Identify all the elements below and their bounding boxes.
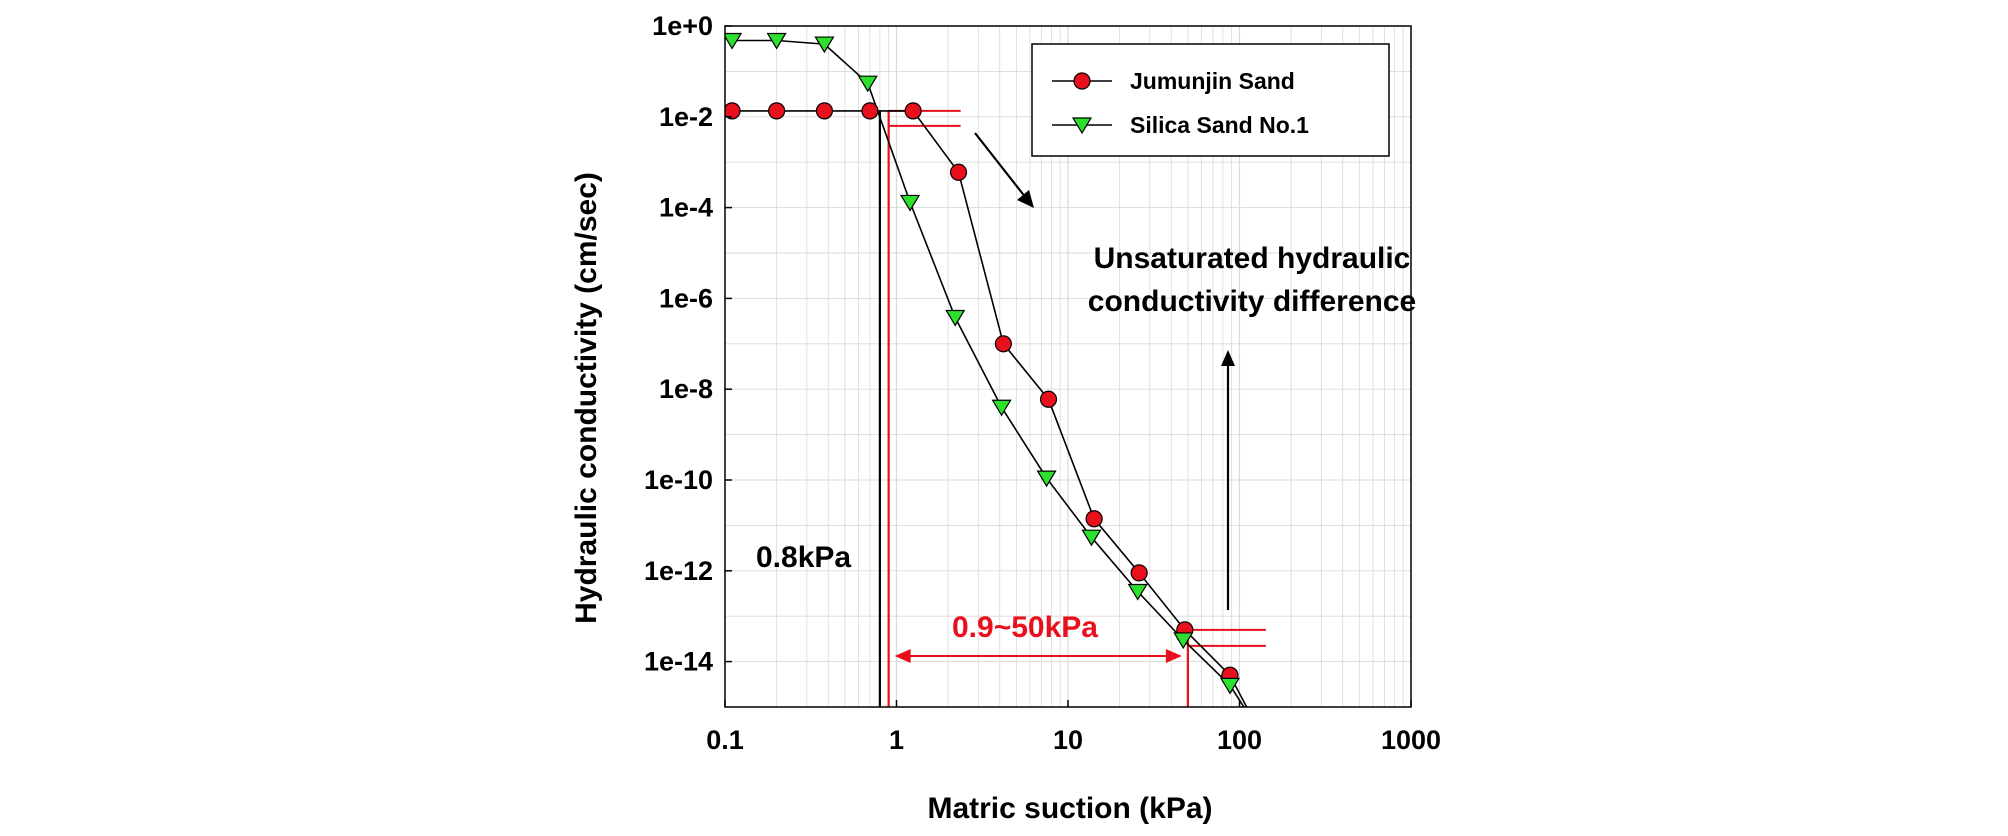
x-tick-label: 1000 <box>1381 725 1441 755</box>
y-tick-label: 1e-10 <box>644 465 713 495</box>
tick-labels: 0.1 1 10 100 1000 1e+0 1e-2 1e-4 1e-6 1e-8 1e-10 1e… <box>644 11 1441 755</box>
point-silica <box>766 32 787 50</box>
y-tick-label: 1e-14 <box>644 647 713 677</box>
point-jumunjin <box>1130 564 1148 582</box>
point-silica <box>1173 632 1194 650</box>
annotation-range: 0.9~50kPa <box>952 611 1098 644</box>
y-tick-label: 1e-4 <box>659 193 713 223</box>
annotation-difference-line2: conductivity difference <box>1088 285 1416 318</box>
x-tick-label: 10 <box>1053 725 1083 755</box>
diagonal-arrow-head <box>1017 190 1034 208</box>
x-axis-title: Matric suction (kPa) <box>927 792 1212 825</box>
series-group <box>725 32 1248 707</box>
x-tick-label: 100 <box>1217 725 1262 755</box>
legend-label-silica: Silica Sand No.1 <box>1130 112 1309 138</box>
point-silica <box>1036 470 1057 488</box>
point-jumunjin <box>768 102 786 120</box>
point-silica <box>1081 529 1102 547</box>
series-layer <box>725 32 1248 707</box>
y-tick-label: 1e-6 <box>659 283 713 313</box>
y-tick-label: 1e-8 <box>659 374 713 404</box>
point-jumunjin <box>904 102 922 120</box>
point-silica <box>900 194 921 212</box>
point-silica <box>1127 583 1148 601</box>
point-silica <box>1219 677 1241 695</box>
legend-label-jumunjin: Jumunjin Sand <box>1130 68 1295 94</box>
point-silica <box>725 32 743 50</box>
range-arrow-head-right <box>1165 649 1182 663</box>
point-jumunjin <box>861 102 879 120</box>
legend-box <box>1031 43 1390 157</box>
range-arrow-head-left <box>894 649 911 663</box>
legend: Jumunjin Sand Silica Sand No.1 <box>1031 43 1390 157</box>
annotation-difference-line1: Unsaturated hydraulic <box>1094 242 1411 275</box>
vertical-arrow-head <box>1221 350 1235 366</box>
point-jumunjin <box>1039 390 1058 408</box>
point-jumunjin <box>994 335 1012 353</box>
y-axis-title: Hydraulic conductivity (cm/sec) <box>570 172 603 624</box>
point-jumunjin <box>725 102 741 120</box>
point-silica <box>945 309 966 327</box>
point-jumunjin <box>815 102 834 120</box>
point-silica <box>991 399 1012 417</box>
legend-marker-jumunjin <box>1073 72 1091 90</box>
x-tick-label: 0.1 <box>706 725 744 755</box>
grid <box>725 26 1411 708</box>
x-tick-label: 1 <box>889 725 904 755</box>
point-silica <box>857 75 878 93</box>
annotation-0-8kpa: 0.8kPa <box>756 541 851 574</box>
diagonal-arrow-shaft <box>974 132 1027 199</box>
point-jumunjin <box>1085 510 1103 528</box>
y-tick-label: 1e-2 <box>659 102 713 132</box>
point-silica <box>814 36 835 54</box>
y-tick-label: 1e-12 <box>644 556 713 586</box>
y-tick-label: 1e+0 <box>652 11 713 41</box>
legend-marker-silica <box>1071 117 1093 135</box>
point-jumunjin <box>949 163 968 181</box>
